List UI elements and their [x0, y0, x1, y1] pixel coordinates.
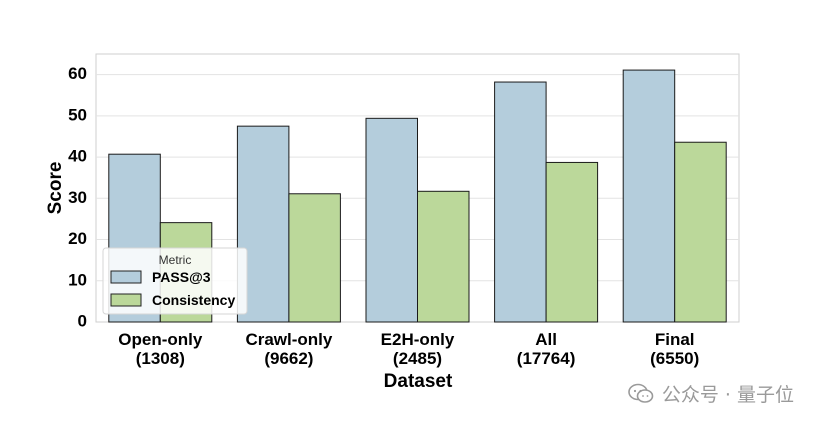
legend-label-pass3: PASS@3 [152, 269, 211, 285]
legend-swatch-pass3 [110, 270, 142, 284]
x-tick-label: Final (6550) [650, 330, 699, 368]
y-tick-label: 50 [68, 105, 87, 124]
x-tick-label: Crawl-only (9662) [245, 330, 332, 368]
y-tick-label: 20 [68, 229, 87, 248]
y-axis-title: Score [45, 162, 66, 215]
y-tick-label: 10 [68, 270, 87, 289]
x-tick-label: E2H-only (2485) [381, 330, 455, 368]
bar-pass3-2 [365, 117, 418, 323]
bar-consistency-4 [674, 141, 727, 323]
x-tick-labels: Open-only (1308) Crawl-only (9662) E2H-only(… [118, 330, 699, 368]
legend-title: Metric [159, 253, 192, 267]
y-tick-label: 40 [68, 147, 87, 166]
y-tick-label: 30 [68, 188, 87, 207]
legend: Metric PASS@3 Consistency [102, 247, 248, 315]
watermark: 公众号 · 量子位 [628, 380, 794, 407]
y-tick-labels: 0 10 20 30 40 50 60 [68, 64, 87, 330]
wechat-icon [628, 383, 654, 403]
watermark-text: 公众号 · 量子位 [661, 384, 794, 406]
bar-consistency-2 [417, 190, 470, 323]
bar-consistency-3 [545, 161, 599, 323]
bar-consistency-1 [288, 193, 341, 323]
bar-pass3-3 [494, 81, 547, 323]
legend-label-consistency: Consistency [152, 292, 235, 308]
x-axis-title: Dataset [384, 371, 453, 392]
x-tick-label: Open-only (1308) [118, 330, 203, 368]
y-tick-label: 60 [68, 64, 87, 83]
bar-pass3-4 [622, 69, 676, 323]
x-tick-label: All (17764) [517, 330, 576, 368]
y-tick-label: 0 [78, 311, 87, 330]
legend-swatch-consistency [110, 293, 142, 307]
